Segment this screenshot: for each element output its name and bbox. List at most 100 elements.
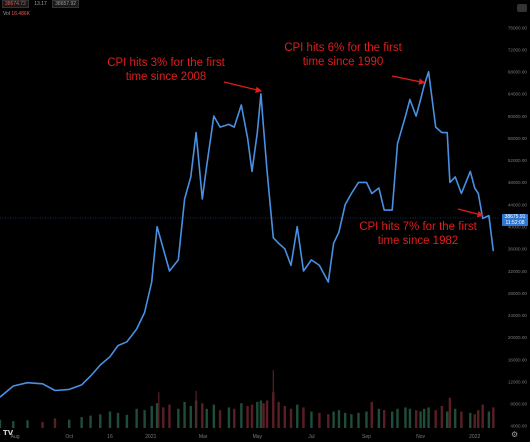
y-tick-label: 24000.00 — [508, 313, 528, 318]
volume-bar — [155, 403, 159, 428]
bar-countdown: 11:52:08 — [505, 220, 525, 226]
gear-icon[interactable]: ⚙ — [511, 430, 519, 439]
price-point — [351, 193, 352, 194]
volume-bar — [427, 407, 430, 428]
x-tick-label: 2021 — [145, 434, 156, 440]
y-tick-label: 20000.00 — [508, 335, 528, 340]
y-tick-label: 68000.00 — [508, 70, 528, 75]
volume-bar — [205, 408, 208, 428]
price-point — [202, 198, 203, 200]
price-point — [162, 248, 164, 250]
x-tick-label: Mar — [199, 434, 208, 440]
price-point — [278, 242, 279, 244]
volume-bar — [296, 404, 299, 428]
annotation-text: CPI hits 7% for the first time since 1982 — [359, 221, 477, 247]
price-point — [68, 389, 70, 390]
price-point — [169, 270, 170, 272]
volume-bar — [99, 414, 102, 428]
price-point — [263, 126, 264, 128]
volume-bar — [108, 411, 112, 428]
volume-bars — [0, 370, 495, 428]
price-point — [290, 265, 292, 266]
volume-bar — [396, 408, 399, 428]
x-axis: Aug Oct 16 2021 Mar May Jul Sep Nov 2022 — [11, 434, 481, 440]
price-point — [178, 259, 179, 261]
price-point — [469, 171, 471, 172]
volume-bar — [246, 406, 249, 428]
price-point — [409, 99, 411, 100]
price-point — [54, 390, 56, 391]
price-point — [477, 193, 479, 194]
volume-bar — [460, 411, 463, 428]
volume-bar — [422, 408, 426, 428]
price-point — [423, 85, 425, 86]
price-point — [151, 281, 153, 283]
volume-bar — [41, 421, 44, 428]
price-point — [328, 281, 329, 283]
price-point — [482, 218, 483, 219]
volume-bar — [116, 412, 120, 428]
price-point — [420, 99, 421, 100]
y-tick-label: 4000.00 — [510, 424, 527, 429]
volume-bar — [414, 410, 418, 428]
x-tick-label: 16 — [107, 434, 113, 440]
volume-bar — [453, 408, 457, 428]
price-point — [441, 132, 443, 133]
ohlc-open-value: 38674.72 — [2, 0, 29, 8]
volume-bar — [283, 406, 287, 428]
volume-readout: Vol 18.486K — [3, 11, 30, 17]
annotation-arrow — [457, 208, 484, 218]
price-point — [219, 126, 221, 128]
price-point — [303, 270, 304, 272]
price-point — [241, 104, 242, 106]
volume-bar — [445, 411, 449, 428]
x-tick-label: Jul — [308, 434, 314, 440]
price-point — [213, 115, 215, 117]
price-point — [99, 364, 101, 366]
price-point — [344, 204, 346, 205]
price-point — [233, 126, 235, 128]
annotation-arrow — [223, 81, 263, 93]
price-point — [156, 226, 158, 228]
price-point — [136, 328, 137, 330]
volume-bar — [477, 410, 480, 428]
price-point — [251, 171, 253, 172]
volume-bar — [259, 400, 263, 428]
current-price-tag: 38675.91 11:52:08 — [502, 214, 528, 226]
price-point — [319, 265, 320, 266]
y-tick-label: 60000.00 — [508, 114, 528, 119]
x-tick-label: May — [253, 434, 263, 440]
volume-bar — [227, 407, 231, 428]
volume-bar — [487, 411, 491, 428]
price-series — [0, 71, 495, 398]
menu-button[interactable] — [517, 4, 527, 12]
volume-bar — [440, 406, 444, 428]
y-tick-label: 28000.00 — [508, 291, 528, 296]
volume-bar — [337, 410, 341, 428]
y-tick-label: 52000.00 — [508, 158, 528, 163]
x-tick-label: Nov — [416, 434, 425, 440]
volume-bar — [481, 404, 484, 428]
volume-bar — [0, 419, 2, 428]
volume-bar — [12, 421, 15, 428]
price-point — [446, 132, 448, 133]
price-point — [338, 231, 340, 233]
y-tick-label: 56000.00 — [508, 136, 528, 141]
volume-bar — [177, 408, 180, 428]
y-tick-label: 40000.00 — [508, 225, 528, 230]
volume-bar — [250, 404, 254, 428]
price-point — [449, 182, 451, 183]
x-tick-label: Aug — [11, 434, 20, 440]
price-point — [366, 182, 367, 183]
volume-bar — [343, 412, 347, 428]
annotation-text: CPI hits 3% for the first time since 2008 — [107, 57, 225, 83]
tradingview-logo-icon[interactable]: TV — [3, 429, 14, 437]
price-point — [13, 385, 14, 387]
volume-bar — [26, 420, 29, 428]
volume-bar — [383, 410, 386, 428]
volume-bar — [265, 400, 269, 428]
y-tick-label: 16000.00 — [508, 357, 528, 362]
volume-bar — [201, 403, 204, 428]
volume-bar — [365, 411, 368, 428]
